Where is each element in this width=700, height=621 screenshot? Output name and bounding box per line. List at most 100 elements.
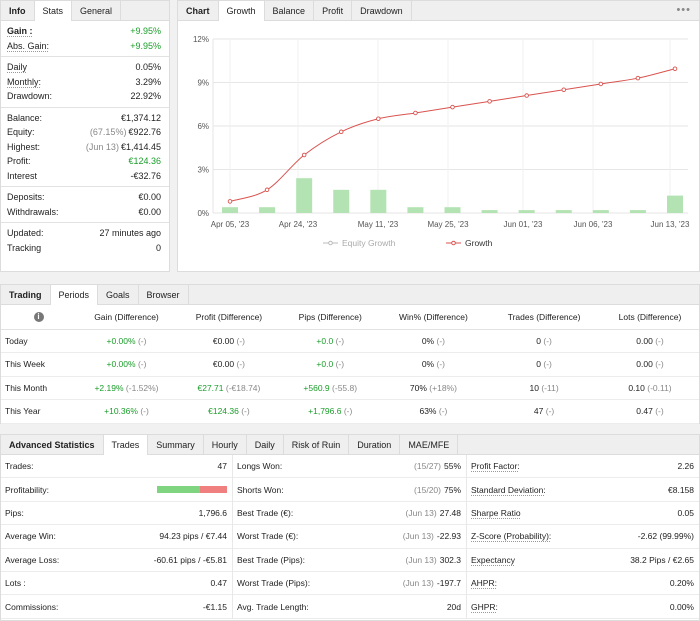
tab-trades[interactable]: Trades <box>103 435 149 455</box>
stat-label[interactable]: AHPR: <box>471 578 497 589</box>
stat-number: 47 <box>217 461 227 472</box>
stat-label: Worst Trade (Pips): <box>237 578 311 589</box>
tab-summary[interactable]: Summary <box>148 435 204 454</box>
stat-value: 20d <box>447 602 461 612</box>
stat-label[interactable]: Z-Score (Probability): <box>471 531 552 542</box>
cell-difference: (-) <box>655 406 664 417</box>
stat-value: 0.47 <box>210 578 227 588</box>
stat-row: Pips: 1,796.6 <box>1 502 232 526</box>
cell-value: +0.00% <box>106 335 136 346</box>
cell-value: 47 <box>533 406 544 417</box>
advanced-column-3: Profit Factor: 2.26 Standard Deviation: €8.… <box>467 455 699 619</box>
stat-row: Expectancy 38.2 Pips / €2.65 <box>467 549 699 572</box>
cell-difference: (-1.52%) <box>125 382 159 393</box>
tab-goals[interactable]: Goals <box>98 285 139 304</box>
header-profit: Profit (Difference) <box>176 305 281 330</box>
stat-row: Profitability: <box>1 478 232 502</box>
balance-value: €1,374.12 <box>120 112 161 123</box>
tab-hourly[interactable]: Hourly <box>204 435 247 454</box>
tab-advanced-statistics: Advanced Statistics <box>1 435 104 454</box>
stat-label[interactable]: Expectancy <box>471 554 515 565</box>
stat-number: 94.23 pips / €7.44 <box>159 531 227 542</box>
periods-body: Today +0.00% (-) €0.00 (-) +0.0 (-) 0% (-) 0 … <box>1 329 699 424</box>
updated-value: 27 minutes ago <box>99 228 161 239</box>
cell-value: €0.00 <box>212 359 235 370</box>
table-cell: +0.00% (-) <box>76 352 177 377</box>
more-menu-icon[interactable]: ••• <box>676 4 691 16</box>
periods-panel: Trading Periods Goals Browser i Gain (Di… <box>0 284 700 424</box>
tab-drawdown[interactable]: Drawdown <box>352 1 412 20</box>
growth-point <box>672 66 678 71</box>
stat-label: Trades: <box>5 461 34 472</box>
growth-point <box>524 93 529 98</box>
cell-difference: (+18%) <box>429 382 457 393</box>
monthly-label[interactable]: Monthly: <box>7 76 42 87</box>
stat-number: 0.47 <box>210 578 227 589</box>
cell-value: 63% <box>419 406 437 417</box>
stat-row: Standard Deviation: €8.158 <box>467 478 699 502</box>
stat-label[interactable]: Sharpe Ratio <box>471 507 521 518</box>
stat-value <box>157 485 227 495</box>
x-tick-label: Apr 24, '23 <box>279 220 318 229</box>
row-label: This Year <box>1 399 76 424</box>
abs-gain-label[interactable]: Abs. Gain: <box>7 40 50 51</box>
stat-number: 0.05 <box>677 507 694 518</box>
daily-label[interactable]: Daily <box>7 62 28 73</box>
cell-difference: (-) <box>343 406 353 417</box>
table-row: This Month +2.19% (-1.52%) €27.71 (-€18.74… <box>1 376 699 400</box>
drawdown-value: 22.92% <box>130 91 161 102</box>
tab-stats[interactable]: Stats <box>34 1 73 21</box>
tab-mae-mfe[interactable]: MAE/MFE <box>400 435 459 454</box>
stat-number: 0.00% <box>669 601 694 612</box>
stat-label: Longs Won: <box>237 461 283 472</box>
stat-value: 1,796.6 <box>199 508 227 518</box>
stat-row: Average Win: 94.23 pips / €7.44 <box>1 525 232 549</box>
stat-number: -€1.15 <box>202 601 227 612</box>
header-trades: Trades (Difference) <box>487 305 601 330</box>
stat-value: -60.61 pips / -€5.81 <box>154 555 227 565</box>
cell-difference: (-) <box>655 335 664 346</box>
table-cell: +1,796.6 (-) <box>280 399 380 424</box>
growth-point <box>450 104 455 110</box>
tab-daily[interactable]: Daily <box>247 435 284 454</box>
stat-value: €8.158 <box>668 485 694 495</box>
cell-difference: (-) <box>436 359 446 370</box>
monthly-value: 3.29% <box>135 76 161 87</box>
info-icon[interactable]: i <box>33 312 44 323</box>
stat-label: Avg. Trade Length: <box>237 601 309 612</box>
tab-balance[interactable]: Balance <box>265 1 315 20</box>
gain-label[interactable]: Gain : <box>7 26 33 37</box>
profit-bar <box>629 210 646 213</box>
tab-risk-of-ruin[interactable]: Risk of Ruin <box>284 435 350 454</box>
growth-point <box>413 110 418 116</box>
stat-number: 55% <box>443 461 461 472</box>
table-cell: 0.10 (-0.11) <box>600 376 699 400</box>
advanced-statistics-panel: Advanced Statistics Trades Summary Hourl… <box>0 434 700 621</box>
stat-value: 0.00% <box>670 602 694 612</box>
profit-bar <box>333 189 350 213</box>
stat-label[interactable]: GHPR: <box>471 601 498 612</box>
stat-row: Worst Trade (Pips): (Jun 13) -197.7 <box>233 572 466 596</box>
tab-trading: Trading <box>1 285 51 304</box>
tab-profit[interactable]: Profit <box>314 1 353 20</box>
stat-label[interactable]: Profit Factor: <box>471 461 520 472</box>
tab-general[interactable]: General <box>72 1 122 20</box>
advanced-column-2: Longs Won: (15/27) 55% Shorts Won: (15/20) 75… <box>233 455 467 619</box>
tab-browser[interactable]: Browser <box>139 285 189 304</box>
tab-growth[interactable]: Growth <box>218 1 265 21</box>
tab-periods[interactable]: Periods <box>50 285 99 305</box>
table-cell: +0.0 (-) <box>280 329 380 353</box>
stat-number: -22.93 <box>436 531 461 542</box>
cell-value: +0.0 <box>316 359 334 370</box>
cell-difference: (-) <box>438 406 448 417</box>
stat-row: Longs Won: (15/27) 55% <box>233 455 466 479</box>
x-tick-label: May 11, '23 <box>358 220 399 229</box>
x-tick-label: Jun 13, '23 <box>651 220 690 229</box>
cell-value: €0.00 <box>212 335 235 346</box>
chart-tabs: Chart Growth Balance Profit Drawdown <box>178 1 699 21</box>
stat-number: €8.158 <box>668 484 694 495</box>
stat-label[interactable]: Standard Deviation: <box>471 484 546 495</box>
tab-info[interactable]: Info <box>1 1 35 20</box>
stat-value: 0.20% <box>670 578 694 588</box>
tab-duration[interactable]: Duration <box>349 435 401 454</box>
